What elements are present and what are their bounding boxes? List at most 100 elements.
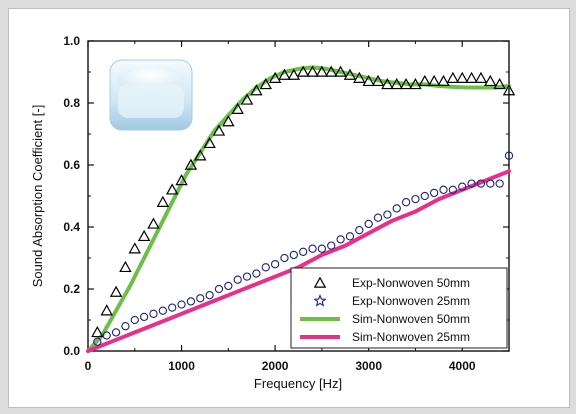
legend-label: Exp-Nonwoven 25mm [352,294,470,308]
data-point [119,260,132,273]
data-point [175,174,188,186]
legend: Exp-Nonwoven 50mm Exp-Nonwoven 25mm Sim-No… [290,267,508,349]
data-point [476,179,486,188]
data-point [353,71,366,83]
data-point [299,247,308,256]
data-point [222,115,235,127]
data-point [317,244,327,253]
data-point [411,194,420,204]
data-point [128,242,141,254]
data-point [250,84,263,96]
data-point [203,136,216,149]
legend-label: Exp-Nonwoven 50mm [352,276,470,290]
y-axis-title: Sound Absorption Coefficient [-] [30,105,45,288]
data-point [343,68,357,80]
x-tick-label: 2000 [262,359,289,373]
data-point [278,68,291,80]
data-point [315,65,329,77]
data-point [327,241,336,250]
data-point [355,225,364,235]
data-point [156,195,170,207]
y-tick-label: 0.6 [63,158,80,172]
legend-marker [313,294,327,307]
data-point [287,68,301,80]
data-point [196,294,205,303]
x-tick-label: 3000 [355,359,382,373]
data-point [502,84,516,96]
data-point [401,198,411,207]
data-point [268,71,282,83]
data-point [242,272,252,281]
data-point [224,281,233,291]
legend-key [313,294,327,307]
data-point [165,183,179,195]
data-point [111,328,121,337]
data-point [280,253,289,263]
y-tick-label: 0.2 [63,282,80,296]
legend-label: Sim-Nonwoven 50mm [352,312,470,326]
data-point [109,285,123,297]
data-point [231,102,244,114]
data-point [214,284,224,294]
legend-label: Sim-Nonwoven 25mm [352,330,470,344]
y-tick-label: 0.8 [63,96,80,110]
data-point [130,315,139,325]
data-point [437,74,450,87]
data-point [325,65,338,77]
data-point [504,151,514,160]
sample-photo-icon [109,59,193,131]
data-point [308,244,317,253]
data-point [439,185,448,194]
data-point [212,124,226,136]
data-point [91,325,104,338]
data-point [102,331,111,340]
data-point [345,232,355,241]
legend-marker [313,276,327,288]
data-point [259,77,272,90]
data-point [296,65,310,77]
data-point [186,297,196,306]
data-point [381,77,394,90]
data-point [456,71,469,83]
data-point [240,93,254,105]
data-point [399,77,413,90]
data-point [392,204,401,213]
series-exp-nonwoven-25mm [93,151,514,346]
data-point [336,235,345,244]
data-point [371,74,385,87]
data-point [448,185,458,194]
data-point [427,74,441,87]
data-point [149,309,158,318]
data-point [147,217,160,229]
data-point [93,337,102,346]
data-point [233,275,242,284]
data-point [289,250,298,260]
data-point [390,77,403,90]
data-point [158,306,167,315]
x-axis-title: Frequency [Hz] [254,376,342,391]
data-point [383,210,392,219]
data-point [252,269,261,278]
data-point [364,219,373,229]
data-point [334,65,347,77]
data-point [484,74,497,87]
data-point [465,71,478,83]
data-point [306,65,319,77]
y-tick-label: 1.0 [63,34,80,48]
data-point [261,263,270,272]
data-point [446,71,460,83]
series-sim-nonwoven-25mm [86,169,511,353]
series-exp-nonwoven-50mm [91,65,516,338]
axes: 0 1000 2000 3000 4000 0.0 0.2 0.4 0.6 0.8 1.0 [63,34,509,373]
y-tick-label: 0.4 [63,220,80,234]
data-point [184,158,198,170]
series-layer [86,65,516,353]
x-tick-label: 0 [85,359,92,373]
data-point [362,74,375,87]
data-point [467,179,476,188]
data-point [486,179,495,188]
data-point [495,179,504,188]
data-point [121,322,130,331]
data-point [474,71,488,83]
series-line [86,169,511,353]
